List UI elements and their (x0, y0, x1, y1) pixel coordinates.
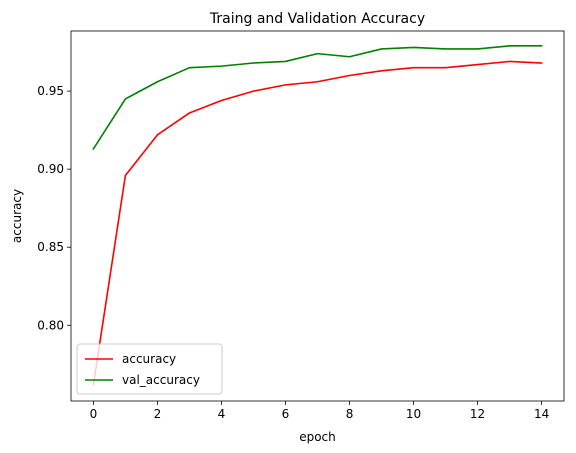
x-axis-ticks: 0 2 4 6 8 10 12 14 (90, 401, 549, 421)
y-tick-label: 0.95 (37, 84, 64, 98)
series-line-val-accuracy (92, 45, 543, 150)
y-tick-label: 0.90 (37, 162, 64, 176)
x-tick-label: 10 (406, 407, 421, 421)
series-line-accuracy (92, 60, 543, 386)
x-tick-label: 4 (218, 407, 226, 421)
legend-label: val_accuracy (122, 373, 200, 387)
x-tick-label: 6 (282, 407, 290, 421)
plot-area-frame (70, 30, 565, 402)
x-tick-label: 14 (534, 407, 549, 421)
x-tick-label: 12 (470, 407, 485, 421)
legend-label: accuracy (122, 352, 176, 366)
y-tick-label: 0.80 (37, 318, 64, 332)
series-lines (92, 45, 543, 386)
x-tick-label: 2 (154, 407, 162, 421)
y-axis-label: accuracy (10, 189, 24, 243)
y-tick-label: 0.85 (37, 240, 64, 254)
x-tick-label: 8 (346, 407, 354, 421)
legend-box (76, 343, 223, 395)
chart-title: Traing and Validation Accuracy (209, 11, 425, 27)
y-axis-ticks: 0.80 0.85 0.90 0.95 (37, 84, 71, 332)
x-tick-label: 0 (90, 407, 98, 421)
x-axis-label: epoch (299, 430, 336, 444)
legend: accuracy val_accuracy (76, 343, 223, 395)
